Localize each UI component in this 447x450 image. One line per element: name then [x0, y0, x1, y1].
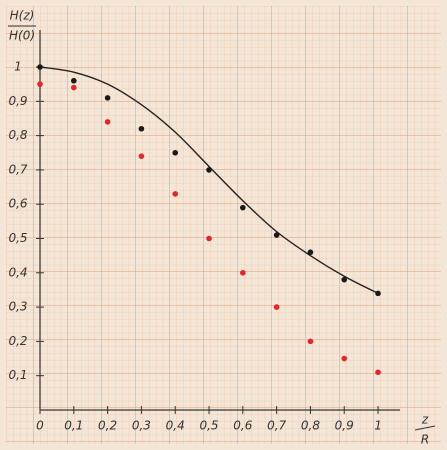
x-tick-label: 0,8: [301, 419, 320, 433]
x-tick-label: 0,6: [233, 419, 252, 433]
point: [307, 249, 314, 256]
point: [307, 338, 314, 345]
y-tick-label: 0,8: [8, 128, 27, 142]
y-tick-label: 0,9: [8, 94, 27, 108]
y-tick-label: 0,3: [8, 300, 27, 314]
point: [172, 149, 179, 156]
point: [138, 153, 145, 159]
point: [104, 95, 111, 101]
y-label-top: H(z): [10, 9, 35, 23]
point: [37, 81, 43, 87]
point: [172, 191, 179, 197]
y-tick-label: 0,2: [8, 334, 27, 348]
point: [71, 84, 77, 91]
y-tick-label: 1: [14, 60, 22, 74]
x-label-top: z: [421, 413, 429, 427]
y-tick-label: 0,1: [8, 368, 27, 382]
fraction-bar: [414, 425, 436, 431]
y-label-bottom: H(0): [9, 29, 35, 43]
fit-curve: [39, 66, 379, 295]
point: [341, 276, 348, 283]
x-tick-label: 0,5: [199, 419, 218, 433]
point: [37, 64, 43, 70]
point: [138, 125, 145, 132]
point: [104, 119, 111, 125]
y-tick-label: 0,4: [8, 265, 27, 279]
x-tick-label: 0,4: [166, 419, 185, 433]
point: [71, 77, 77, 84]
point: [240, 270, 246, 276]
graph-paper: [6, 6, 441, 444]
point: [206, 235, 212, 242]
point: [273, 232, 280, 238]
x-tick-label: 1: [374, 419, 382, 433]
x-tick-label: 0: [36, 419, 44, 433]
point: [240, 204, 246, 211]
point: [375, 290, 381, 297]
x-label-bottom: R: [421, 433, 429, 447]
x-tick-label: 0,7: [267, 419, 286, 433]
point: [273, 304, 280, 310]
y-tick-label: 0,5: [8, 231, 27, 245]
y-tick-label: 0,6: [8, 197, 27, 211]
y-tick-label: 0,7: [8, 162, 27, 176]
point: [206, 167, 212, 173]
x-tick-label: 0,1: [64, 419, 83, 433]
point: [341, 355, 348, 362]
x-tick-label: 0,2: [98, 419, 117, 433]
x-tick-label: 0,3: [132, 419, 151, 433]
point: [375, 369, 381, 376]
x-tick-label: 0,9: [335, 419, 354, 433]
